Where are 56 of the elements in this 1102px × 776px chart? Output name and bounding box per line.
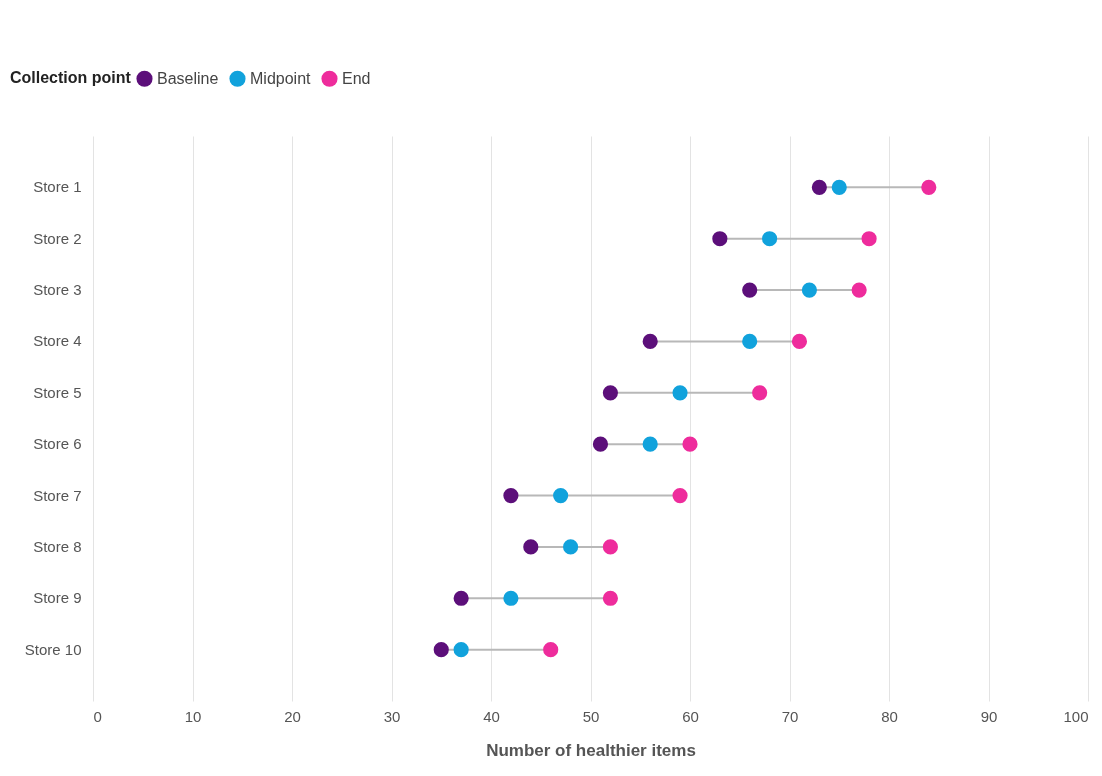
point xyxy=(791,333,808,350)
point xyxy=(831,179,847,195)
y-tick-label: Store 6 xyxy=(33,435,82,453)
point xyxy=(642,333,658,350)
point xyxy=(642,436,658,452)
point xyxy=(682,436,698,452)
point xyxy=(801,282,817,298)
point xyxy=(453,590,469,606)
point xyxy=(503,487,519,504)
point xyxy=(543,642,559,658)
point xyxy=(503,590,519,606)
point xyxy=(672,385,688,401)
x-tick-label: 80 xyxy=(881,707,898,725)
x-tick-label: 60 xyxy=(682,707,699,725)
point xyxy=(672,487,688,504)
x-tick-label: 0 xyxy=(93,707,102,725)
legend-label: Baseline xyxy=(157,69,219,87)
point xyxy=(433,642,449,658)
point xyxy=(602,590,618,606)
x-tick-label: 90 xyxy=(980,707,998,725)
x-tick-label: 40 xyxy=(483,707,500,725)
point xyxy=(453,642,469,658)
x-tick-label: 30 xyxy=(383,707,401,725)
y-tick-label: Store 9 xyxy=(33,589,82,607)
x-tick-label: 50 xyxy=(582,707,600,725)
y-tick-label: Store 5 xyxy=(33,383,82,401)
point xyxy=(553,487,569,504)
point xyxy=(851,282,867,298)
point xyxy=(861,231,877,247)
point xyxy=(563,539,579,555)
y-tick-label: Store 3 xyxy=(33,281,82,299)
y-tick-label: Store 8 xyxy=(33,537,82,555)
legend-label: End xyxy=(342,69,371,87)
y-tick-label: Store 2 xyxy=(33,229,82,247)
point xyxy=(602,539,618,555)
point xyxy=(742,282,758,298)
x-tick-label: 100 xyxy=(1063,707,1089,725)
x-axis-title: Number of healthier items xyxy=(486,740,696,760)
legend-label: Midpoint xyxy=(250,69,312,87)
y-tick-label: Store 10 xyxy=(24,640,82,658)
x-tick-label: 70 xyxy=(781,707,799,725)
point xyxy=(752,385,768,401)
point xyxy=(602,385,618,401)
y-tick-label: Store 1 xyxy=(33,178,82,196)
legend-title: Collection point xyxy=(10,69,132,86)
point xyxy=(712,231,728,247)
point xyxy=(523,539,539,555)
point xyxy=(742,333,758,350)
y-tick-label: Store 4 xyxy=(33,332,82,350)
point xyxy=(811,179,827,195)
x-tick-label: 20 xyxy=(284,707,301,725)
point xyxy=(921,179,937,195)
point xyxy=(762,231,778,247)
x-tick-label: 10 xyxy=(184,707,202,725)
point xyxy=(592,436,609,452)
y-tick-label: Store 7 xyxy=(33,486,82,504)
